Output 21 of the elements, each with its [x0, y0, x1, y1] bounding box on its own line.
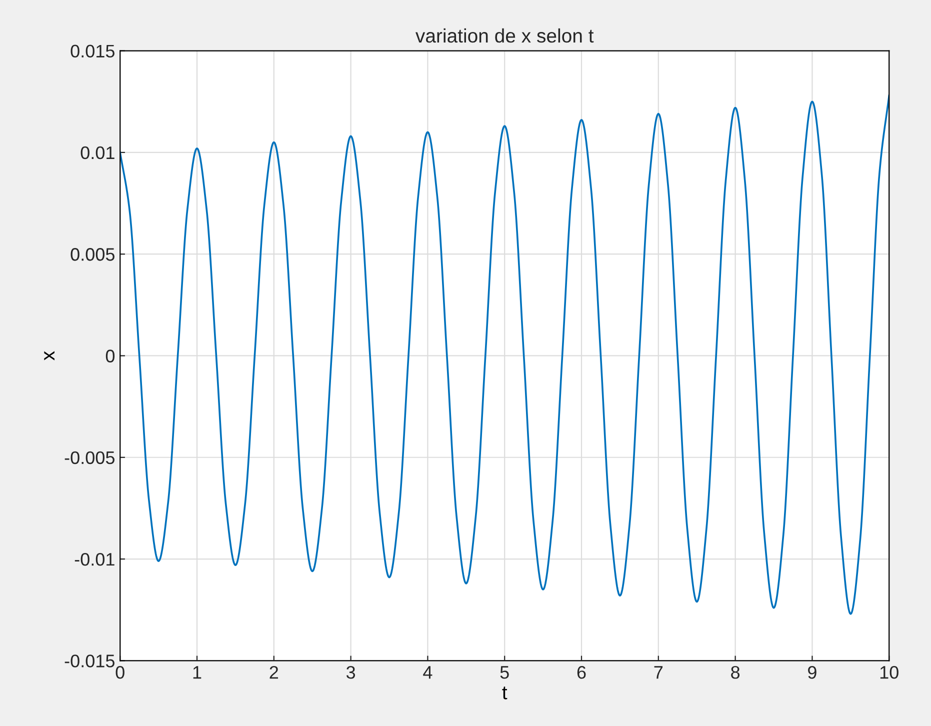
x-tick-label: 9 [808, 666, 816, 679]
x-tick-label: 3 [346, 666, 356, 679]
y-tick-label: -0.01 [74, 552, 114, 566]
x-tick-label: 1 [193, 666, 202, 679]
x-tick-label: 2 [270, 666, 278, 679]
x-tick-label: 0 [116, 666, 124, 679]
x-axis-title: t [502, 686, 508, 700]
x-tick-label: 7 [654, 666, 663, 679]
y-axis-title: x [44, 351, 54, 360]
y-tick-label: 0 [106, 350, 115, 362]
x-tick-label: 5 [500, 666, 509, 679]
y-tick-label: 0.01 [80, 146, 114, 160]
x-tick-label: 8 [731, 666, 740, 679]
x-tick-label: 10 [880, 666, 898, 679]
y-tick-label: -0.005 [64, 451, 114, 464]
y-tick-label: 0.005 [70, 248, 114, 261]
y-tick-label: -0.015 [64, 654, 114, 668]
x-tick-label: 4 [423, 666, 432, 679]
x-tick-label: 6 [577, 666, 586, 679]
chart-title: variation de x selon t [416, 28, 594, 43]
y-tick-label: 0.015 [70, 44, 114, 58]
